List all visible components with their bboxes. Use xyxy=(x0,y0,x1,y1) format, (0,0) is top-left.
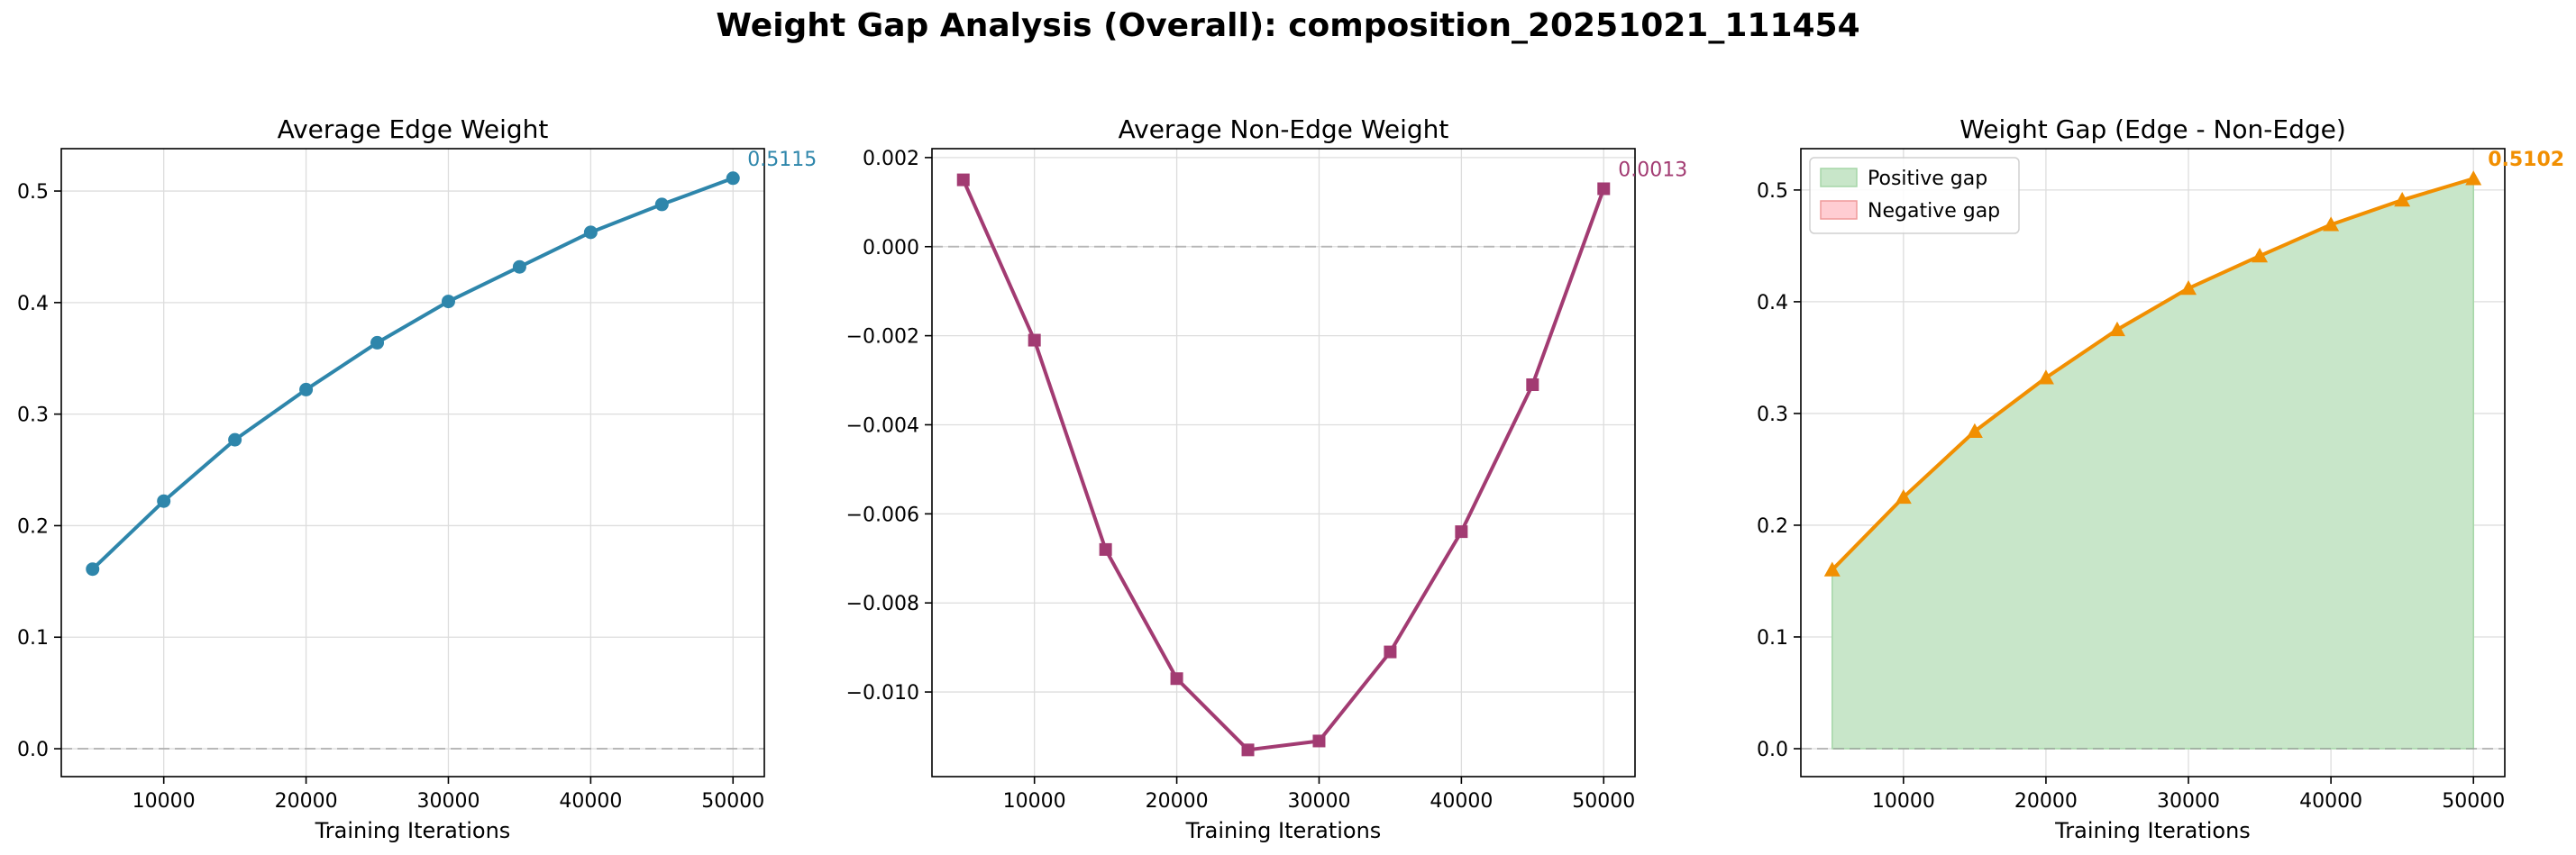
data-point xyxy=(2037,369,2054,385)
data-point xyxy=(299,382,314,396)
data-point xyxy=(1028,333,1041,347)
data-point xyxy=(1597,182,1611,196)
y-tick-label: 0.002 xyxy=(863,148,919,170)
data-point xyxy=(441,295,455,309)
y-tick-label: 0.2 xyxy=(1757,515,1788,538)
y-tick-label: 0.2 xyxy=(17,515,49,538)
data-point xyxy=(956,173,970,186)
series-line xyxy=(1831,177,2474,571)
data-point xyxy=(1895,488,1912,505)
x-tick-label: 20000 xyxy=(275,790,338,813)
x-tick-label: 20000 xyxy=(2014,790,2078,813)
axes-frame xyxy=(931,148,1636,778)
y-tick-label: 0.3 xyxy=(1757,404,1788,426)
data-point xyxy=(1384,645,1397,659)
y-tick-label: 0.0 xyxy=(17,739,49,761)
plot-area xyxy=(61,149,764,777)
figure-title: Weight Gap Analysis (Overall): compositi… xyxy=(716,7,1860,44)
data-point xyxy=(2108,321,2125,337)
y-tick-label: −0.006 xyxy=(846,504,919,526)
x-tick-label: 50000 xyxy=(1572,790,1635,813)
x-tick-label: 20000 xyxy=(1146,790,1209,813)
x-axis-label: Training Iterations xyxy=(1185,818,1382,843)
data-point xyxy=(583,225,598,240)
x-tick-label: 10000 xyxy=(1003,790,1066,813)
y-tick-label: −0.010 xyxy=(846,682,919,705)
y-tick-label: 0.0 xyxy=(1757,739,1788,761)
final-value-label: 0.5115 xyxy=(747,149,817,171)
y-tick-label: 0.1 xyxy=(1757,627,1788,650)
data-point xyxy=(1455,525,1468,539)
data-point xyxy=(512,259,526,274)
panel-average-edge-weight: 10000 20000 30000 40000 50000 0.0 0.1 0.2 0.3 0.4… xyxy=(17,114,817,843)
legend-swatch-negative xyxy=(1820,200,1858,220)
x-tick-label: 30000 xyxy=(1287,790,1350,813)
data-point xyxy=(1170,672,1183,686)
axes-frame xyxy=(1800,148,2506,778)
data-point xyxy=(654,197,669,212)
panel-weight-gap: 10000 20000 30000 40000 50000 0.0 0.1 0.2 0.3 0.4… xyxy=(1757,114,2564,843)
series-line xyxy=(961,178,1606,752)
x-tick-label: 10000 xyxy=(132,790,196,813)
data-point xyxy=(1823,561,1841,577)
legend-label: Positive gap xyxy=(1868,168,1987,190)
axes-title: Average Non-Edge Weight xyxy=(1119,114,1449,144)
plot-area xyxy=(932,149,1635,777)
data-point xyxy=(157,494,171,508)
y-tick-label: 0.5 xyxy=(1757,180,1788,203)
data-point xyxy=(2180,280,2197,296)
data-point xyxy=(726,171,740,186)
x-tick-label: 40000 xyxy=(559,790,622,813)
series-line xyxy=(91,176,734,571)
legend-box xyxy=(1809,157,2020,234)
data-point xyxy=(228,432,242,447)
x-tick-label: 30000 xyxy=(416,790,480,813)
x-tick-label: 50000 xyxy=(2442,790,2505,813)
legend: Positive gap Negative gap xyxy=(1809,157,2020,234)
data-point xyxy=(2465,170,2482,186)
y-tick-label: 0.000 xyxy=(863,237,919,259)
x-tick-label: 10000 xyxy=(1872,790,1935,813)
data-point xyxy=(86,562,100,577)
y-tick-label: 0.5 xyxy=(17,181,49,204)
final-value-label: 0.5102 xyxy=(2488,149,2564,171)
x-axis-label: Training Iterations xyxy=(2054,818,2251,843)
y-tick-label: 0.4 xyxy=(17,293,49,315)
x-axis-label: Training Iterations xyxy=(315,818,511,843)
axes-title: Average Edge Weight xyxy=(278,114,549,144)
x-tick-label: 50000 xyxy=(701,790,764,813)
x-tick-label: 40000 xyxy=(1430,790,1493,813)
y-tick-label: 0.3 xyxy=(17,405,49,427)
data-point xyxy=(1526,377,1539,391)
data-point xyxy=(2323,216,2340,232)
data-point xyxy=(1099,542,1112,556)
y-tick-label: −0.008 xyxy=(846,593,919,615)
y-tick-label: −0.004 xyxy=(846,414,919,437)
x-tick-label: 30000 xyxy=(2157,790,2220,813)
legend-label: Negative gap xyxy=(1868,200,2000,223)
data-point xyxy=(2252,248,2269,263)
data-point xyxy=(2394,192,2411,207)
y-tick-label: 0.1 xyxy=(17,627,49,650)
x-tick-label: 40000 xyxy=(2299,790,2362,813)
data-point xyxy=(1241,743,1255,757)
data-point xyxy=(370,335,385,350)
y-tick-label: −0.002 xyxy=(846,326,919,349)
y-tick-label: 0.4 xyxy=(1757,292,1788,314)
final-value-label: 0.0013 xyxy=(1618,159,1687,181)
data-point xyxy=(1966,423,1983,438)
panel-average-non-edge-weight: 10000 20000 30000 40000 50000 −0.010 −0.008 −0.… xyxy=(846,114,1688,843)
axes-title: Weight Gap (Edge - Non-Edge) xyxy=(1959,114,2346,144)
legend-swatch-positive xyxy=(1820,168,1858,187)
axes-frame xyxy=(60,148,765,778)
data-point xyxy=(1312,734,1326,748)
